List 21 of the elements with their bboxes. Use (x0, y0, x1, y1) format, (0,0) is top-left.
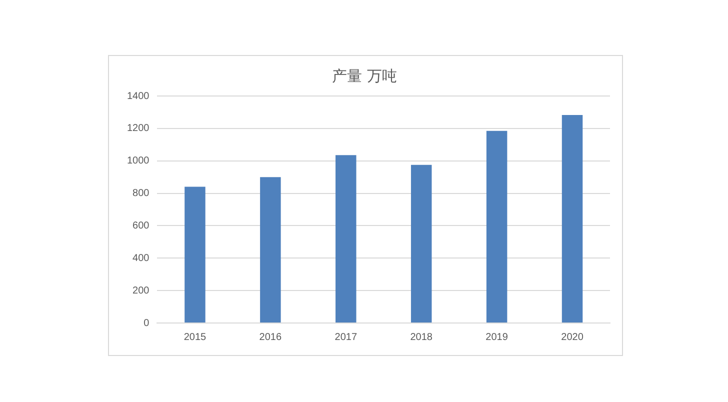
y-tick-label: 200 (132, 285, 150, 296)
x-tick-label: 2016 (259, 332, 282, 343)
bar (184, 186, 206, 322)
chart-title: 产量 万吨 (332, 66, 397, 85)
x-tick-label: 2018 (410, 332, 433, 343)
y-tick-label: 1400 (126, 90, 150, 102)
bar (562, 114, 583, 322)
bar (260, 177, 281, 322)
x-tick-label: 2015 (184, 332, 207, 343)
y-tick-label: 1200 (126, 123, 150, 134)
bar (410, 164, 432, 322)
y-tick-label: 600 (132, 220, 150, 232)
y-tick-label: 1000 (126, 156, 150, 167)
y-tick-label: 400 (132, 252, 150, 264)
y-tick-label: 800 (132, 188, 150, 200)
x-tick-label: 2019 (486, 332, 508, 343)
x-tick-label: 2017 (334, 332, 358, 343)
y-tick-label: 0 (144, 318, 150, 329)
bar (336, 155, 356, 322)
bar (486, 130, 508, 322)
x-tick-label: 2020 (561, 332, 584, 343)
